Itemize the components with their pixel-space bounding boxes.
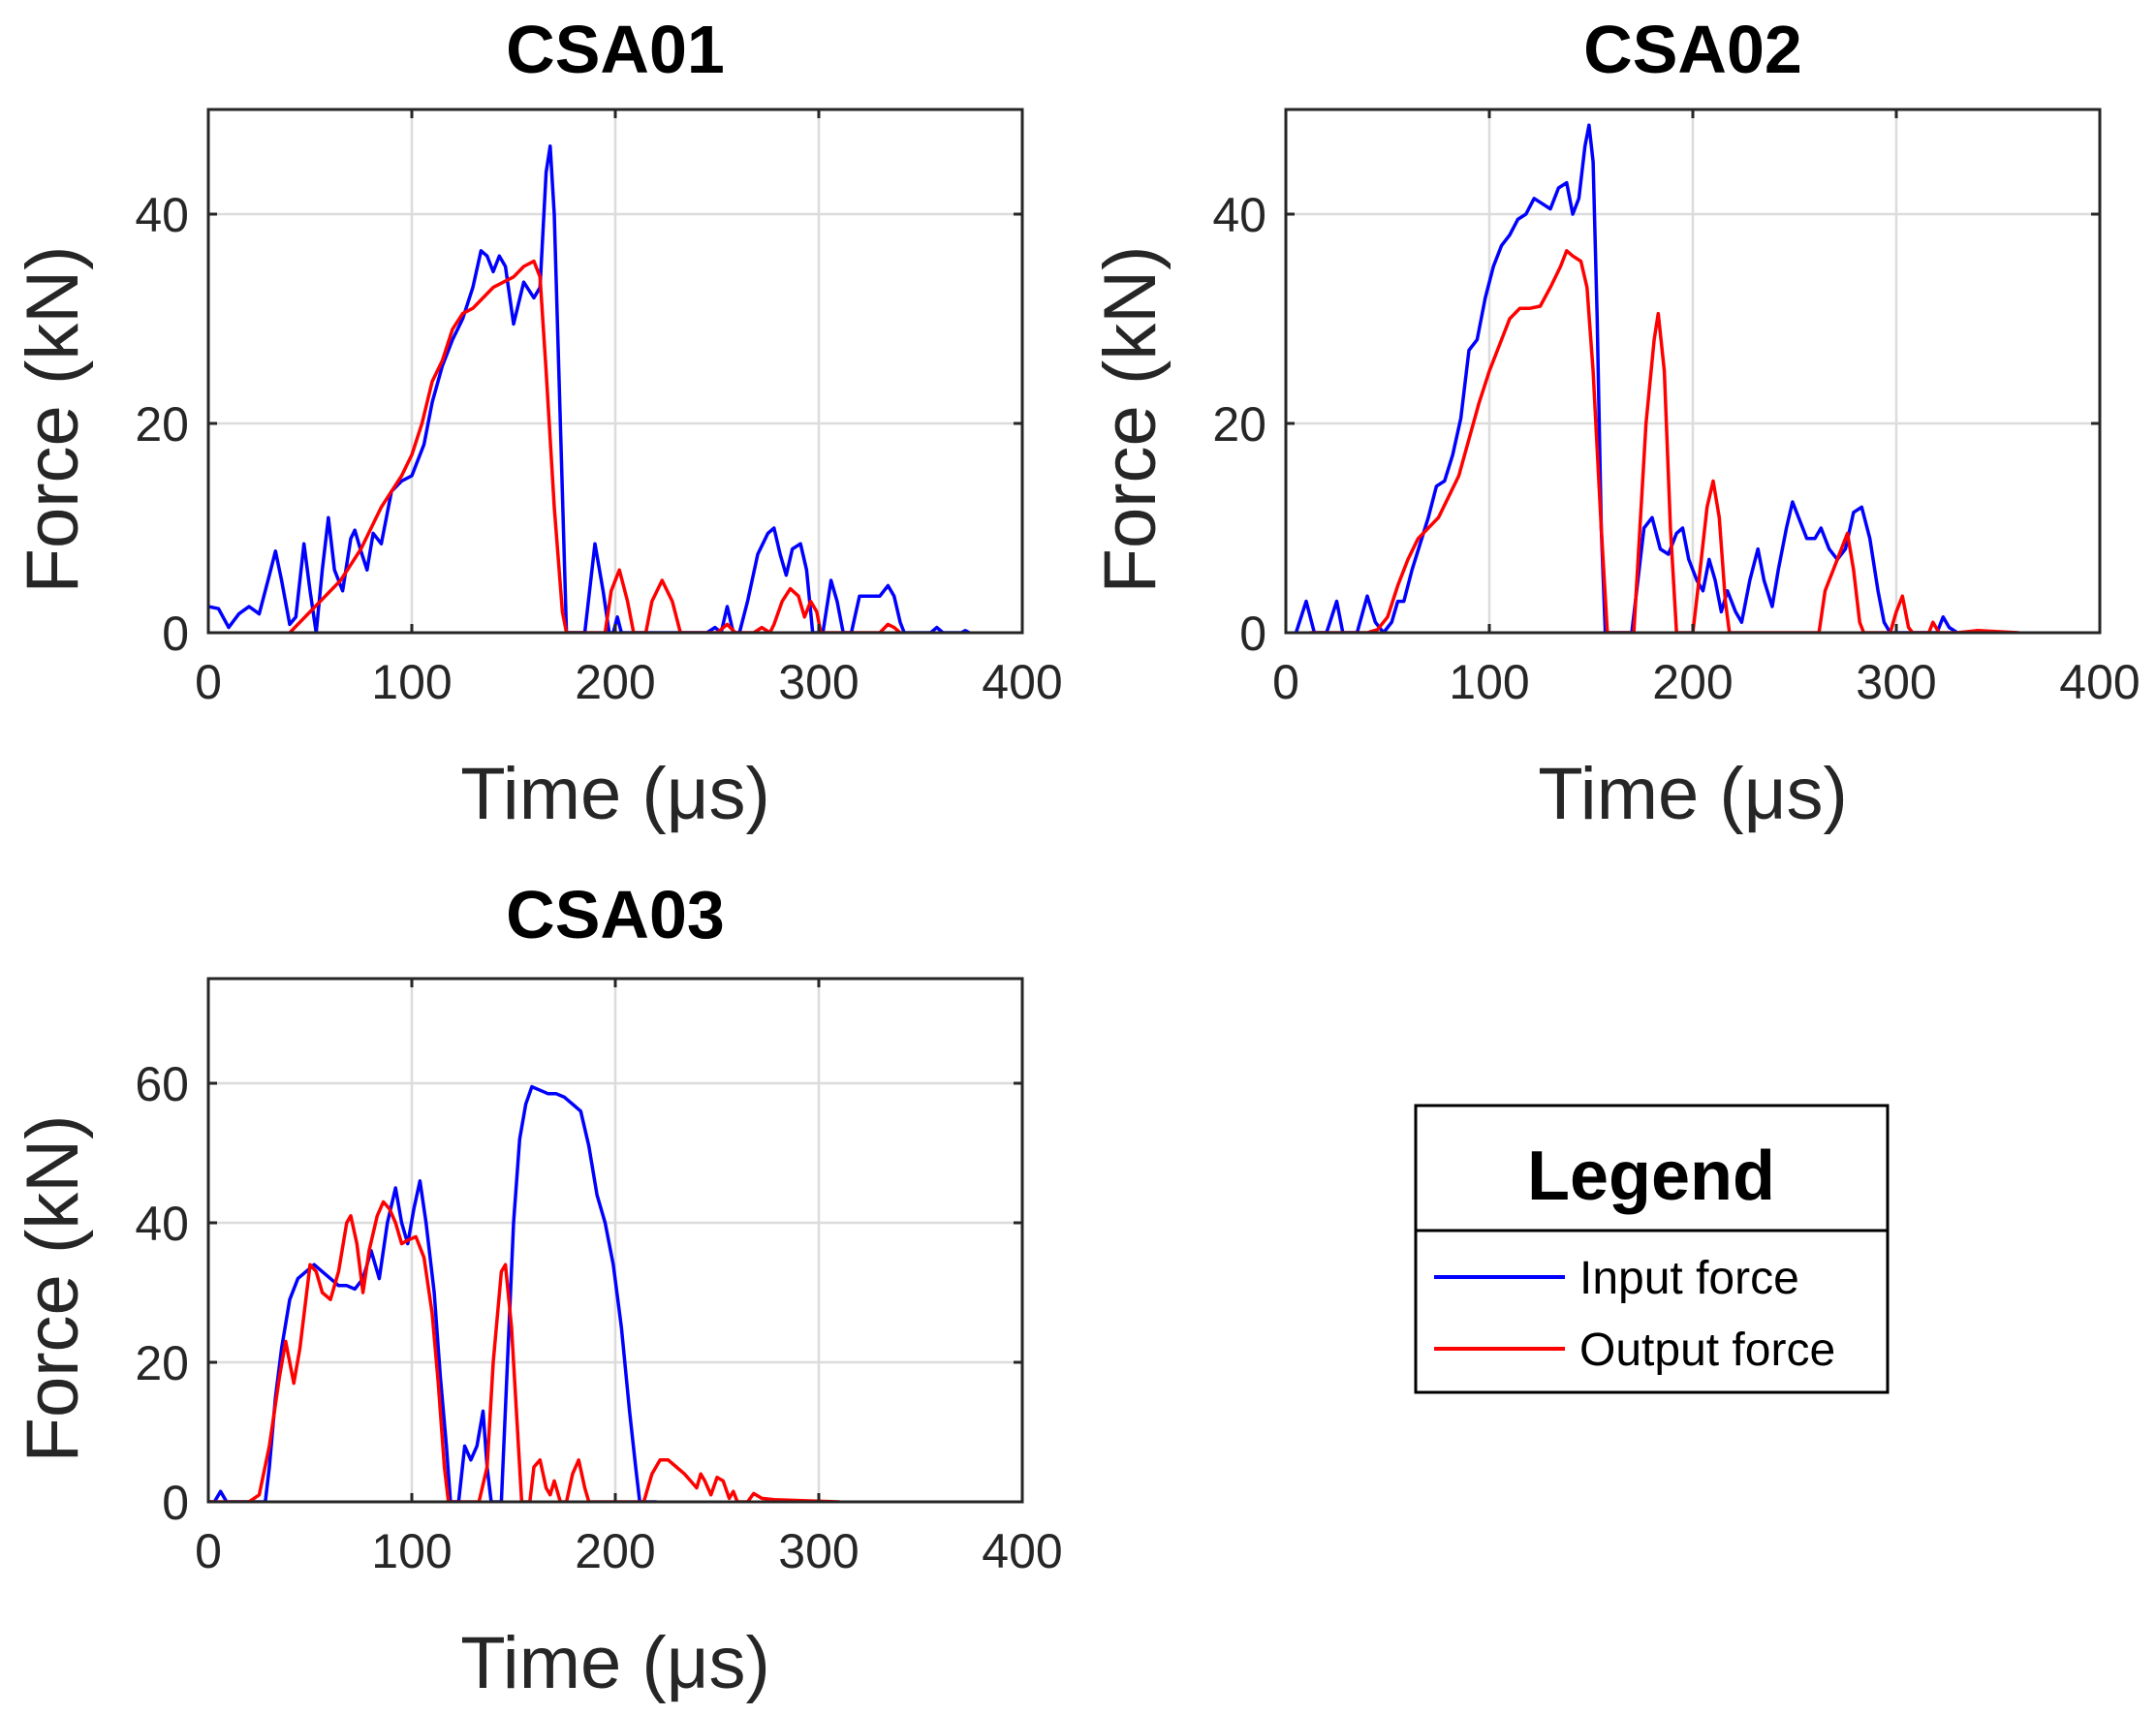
y-axis-label: Force (kN): [12, 246, 94, 594]
legend-box: [1414, 1104, 1890, 1394]
x-axis-label: Time (μs): [1538, 753, 1848, 835]
x-tick-label: 300: [1856, 655, 1936, 709]
y-tick-label: 20: [135, 397, 189, 452]
x-tick-label: 400: [2059, 655, 2140, 709]
x-axis-label: Time (μs): [460, 753, 770, 835]
panel-title: CSA03: [506, 877, 725, 952]
series-line-input-force: [208, 1084, 658, 1502]
y-axis-label: Force (kN): [12, 1115, 94, 1463]
plot-area: 0 100 200 300 400 0 20 40: [135, 108, 1063, 709]
x-tick-label: 400: [982, 1524, 1062, 1578]
panel-title: CSA02: [1583, 12, 1802, 87]
panel-csa02: CSA02 Time (μs) Force (kN) 0 100 200 300 400…: [1089, 12, 2140, 835]
x-tick-label: 400: [982, 655, 1062, 709]
series-line-output-force: [1308, 249, 2020, 633]
legend-output-label: Output force: [1579, 1325, 1835, 1376]
y-tick-label: 0: [1239, 607, 1266, 661]
y-tick-label: 20: [1212, 397, 1266, 452]
y-tick-label: 60: [135, 1057, 189, 1111]
y-tick-label: 0: [162, 1476, 189, 1530]
x-tick-label: 100: [1449, 655, 1529, 709]
y-tick-label: 20: [135, 1336, 189, 1390]
legend-title: Legend: [1527, 1138, 1775, 1215]
y-tick-label: 40: [1212, 188, 1266, 242]
y-tick-label: 40: [135, 188, 189, 242]
x-tick-label: 100: [371, 655, 452, 709]
x-tick-label: 200: [575, 1524, 655, 1578]
panel-title: CSA01: [506, 12, 725, 87]
x-axis-label: Time (μs): [460, 1622, 770, 1704]
x-tick-label: 200: [1652, 655, 1733, 709]
y-axis-label: Force (kN): [1089, 246, 1172, 594]
x-tick-label: 100: [371, 1524, 452, 1578]
plot-area: 0 100 200 300 400 0 20 40 60: [135, 977, 1063, 1578]
series-line-output-force: [288, 259, 902, 633]
legend: Legend Input force Output force: [1414, 1104, 1890, 1394]
plot-area: 0 100 200 300 400 0 20 40: [1212, 108, 2140, 709]
x-tick-label: 300: [778, 1524, 859, 1578]
panel-csa03: CSA03 Time (μs) Force (kN) 0 100 200 300 400…: [12, 877, 1063, 1704]
y-tick-label: 0: [162, 607, 189, 661]
panel-csa01: CSA01 Time (μs) Force (kN) 0 100 200 300 400…: [12, 12, 1063, 835]
series-line-input-force: [1294, 123, 1959, 633]
x-tick-label: 200: [575, 655, 655, 709]
legend-input-label: Input force: [1579, 1253, 1799, 1304]
series-line-input-force: [208, 144, 972, 633]
x-tick-label: 300: [778, 655, 859, 709]
series-line-output-force: [208, 1200, 841, 1502]
x-tick-label: 0: [195, 1524, 222, 1578]
x-tick-label: 0: [1272, 655, 1299, 709]
y-tick-label: 40: [135, 1197, 189, 1251]
x-tick-label: 0: [195, 655, 222, 709]
